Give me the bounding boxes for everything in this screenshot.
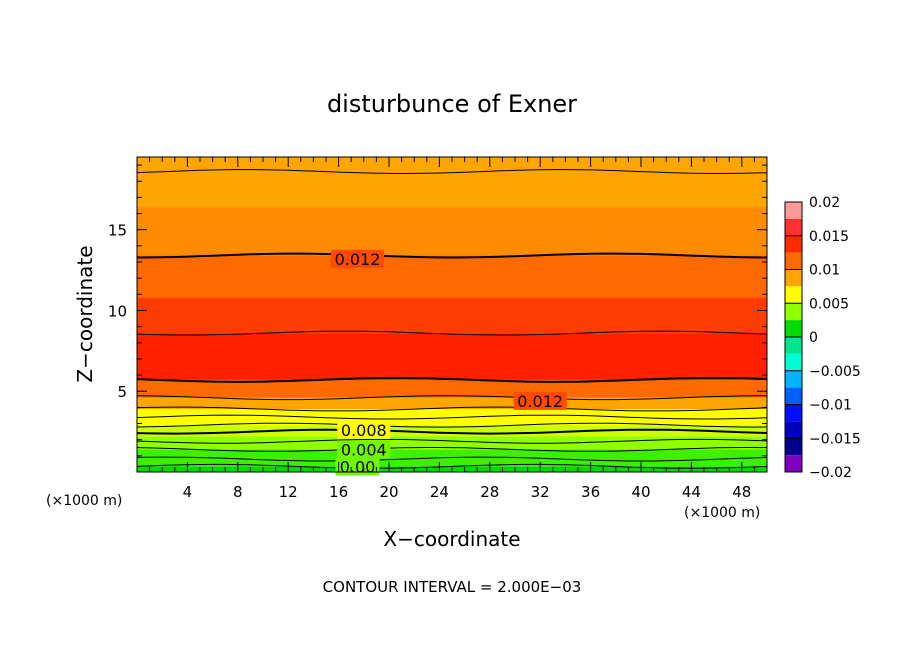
colorbar-tick-label: −0.015 — [809, 431, 861, 447]
x-tick-label: 40 — [631, 483, 650, 501]
colorbar-level-2 — [785, 235, 802, 253]
colorbar-tick-label: −0.005 — [809, 364, 861, 380]
colorbar-tick-label: −0.01 — [809, 398, 852, 414]
x-tick-label: 12 — [279, 483, 298, 501]
colorbar-tick-label: 0.015 — [809, 229, 849, 245]
colorbar: 0.02 0.015 0.01 0.005 0 −0.005 −0.01 −0.015 −0.0… — [784, 195, 861, 481]
contour-lines — [136, 169, 768, 469]
x-unit-label: (×1000 m) — [684, 505, 760, 521]
contour-band-8 — [137, 297, 767, 334]
contour-line-9 — [136, 377, 768, 383]
colorbar-tick-label: 0.01 — [809, 263, 840, 279]
contour-label-1: 0.012 — [517, 392, 563, 411]
colorbar-level-5 — [785, 286, 802, 304]
contour-fill — [137, 157, 767, 472]
contour-label-2: 0.008 — [341, 421, 387, 440]
colorbar-level-6 — [785, 303, 802, 321]
x-tick-label: 48 — [732, 483, 751, 501]
colorbar-level-3 — [785, 252, 802, 270]
colorbar-level-9 — [785, 353, 802, 371]
x-tick-label: 28 — [480, 483, 499, 501]
colorbar-level-1 — [785, 218, 802, 236]
colorbar-level-13 — [785, 421, 802, 439]
contour-band-7 — [137, 333, 767, 380]
contour-band-9 — [137, 255, 767, 298]
y-unit-label: (×1000 m) — [46, 493, 122, 509]
x-tick-label: 8 — [233, 483, 243, 501]
contour-label-3: 0.004 — [341, 440, 387, 459]
x-tick-label: 16 — [329, 483, 348, 501]
contour-label-bg-3 — [337, 440, 391, 459]
colorbar-tick-label: 0.02 — [809, 195, 840, 211]
colorbar-tick-label: −0.02 — [809, 465, 852, 481]
x-tick-label: 36 — [581, 483, 600, 501]
contour-line-1 — [136, 456, 768, 462]
colorbar-level-7 — [785, 320, 802, 337]
colorbar-level-4 — [785, 269, 802, 287]
contour-band-2 — [137, 436, 767, 450]
contour-line-3 — [136, 438, 768, 444]
colorbar-level-14 — [785, 438, 802, 456]
contour-band-4 — [137, 409, 767, 426]
contour-label-bg-4 — [335, 457, 380, 476]
contour-line-7 — [136, 406, 768, 412]
x-tick-label: 32 — [531, 483, 550, 501]
contour-label-bg-0 — [331, 249, 384, 268]
contour-label-bg-1 — [513, 391, 567, 410]
contour-band-5 — [137, 397, 767, 409]
x-tick-label: 4 — [183, 483, 193, 501]
colorbar-level-11 — [785, 387, 802, 405]
chart-title: disturbunce of Exner — [327, 90, 577, 118]
y-tick-label: 5 — [117, 383, 127, 401]
x-tick-label: 44 — [682, 483, 701, 501]
colorbar-level-0 — [785, 202, 802, 219]
contour-line-11 — [136, 252, 768, 259]
contour-band-6 — [137, 379, 767, 398]
contour-line-2 — [136, 447, 768, 452]
x-tick-label: 24 — [430, 483, 449, 501]
y-axis-ticks: 5 10 15 — [108, 164, 767, 457]
contour-line-0 — [136, 463, 768, 469]
contour-line-6 — [136, 414, 768, 420]
contour-label-0: 0.012 — [335, 250, 381, 269]
y-tick-label: 15 — [108, 222, 127, 240]
colorbar-level-10 — [785, 370, 802, 388]
contour-band-11 — [137, 171, 767, 208]
colorbar-tick-label: 0 — [809, 330, 818, 346]
colorbar-level-15 — [785, 455, 802, 472]
contour-line-4 — [136, 428, 768, 435]
colorbar-level-12 — [785, 404, 802, 422]
x-axis-label: X−coordinate — [383, 527, 520, 551]
x-tick-label: 20 — [379, 483, 398, 501]
contour-band-10 — [137, 207, 767, 256]
contour-band-3 — [137, 425, 767, 437]
contour-line-10 — [136, 330, 768, 336]
colorbar-level-8 — [785, 337, 802, 354]
contour-line-8 — [136, 395, 767, 401]
contour-label-bg-2 — [337, 421, 391, 439]
contour-interval-note: CONTOUR INTERVAL = 2.000E−03 — [323, 578, 582, 596]
y-axis-label: Z−coordinate — [73, 245, 97, 382]
contour-band-12 — [137, 157, 767, 172]
contour-label-4: 0.00 — [340, 457, 376, 476]
x-axis-ticks: 4 8 12 16 20 24 28 32 36 40 44 48 — [149, 157, 755, 501]
colorbar-tick-label: 0.005 — [809, 296, 849, 312]
contour-line-12 — [136, 169, 768, 175]
contour-line-5 — [136, 422, 768, 428]
y-tick-label: 10 — [108, 302, 127, 320]
